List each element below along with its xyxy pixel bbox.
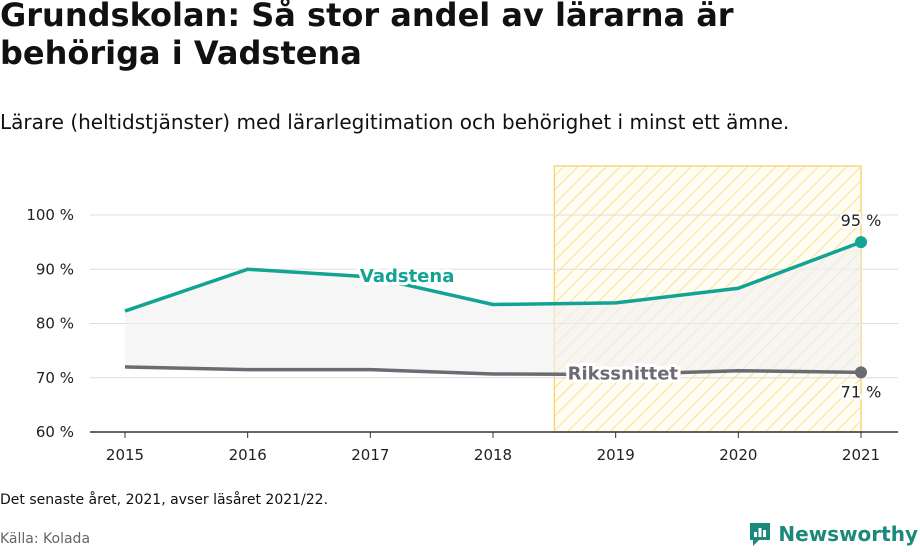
brand-logo[interactable]: Newsworthy — [747, 520, 918, 548]
y-tick-label: 80 % — [36, 315, 74, 333]
gap-band — [125, 242, 861, 375]
series-label-rikssnittet: Rikssnittet — [568, 363, 679, 384]
source-text: Källa: Kolada — [0, 531, 91, 547]
brand-name: Newsworthy — [778, 522, 918, 546]
data-point — [855, 236, 867, 249]
x-tick-label: 2017 — [351, 446, 389, 464]
x-tick-label: 2019 — [597, 446, 635, 464]
y-tick-label: 90 % — [36, 260, 74, 278]
chart-title: Grundskolan: Så stor andel av lärarna är… — [0, 0, 734, 72]
y-tick-label: 60 % — [36, 423, 74, 441]
x-tick-label: 2021 — [842, 446, 880, 464]
line-chart: 60 % 70 % 80 % 90 % 100 % 2015 2016 2017 2018 201… — [26, 165, 898, 464]
chart-subtitle: Lärare (heltidstjänster) med lärarlegiti… — [0, 110, 790, 134]
series-label-vadstena: Vadstena — [360, 266, 454, 287]
end-value-label-vadstena: 95 % — [841, 211, 882, 230]
x-tick-label: 2016 — [229, 446, 267, 464]
x-tick-label: 2020 — [719, 446, 757, 464]
data-point — [855, 366, 867, 379]
newsworthy-logo-icon — [750, 523, 771, 546]
footnote: Det senaste året, 2021, avser läsåret 20… — [0, 492, 329, 508]
y-tick-label: 70 % — [36, 369, 74, 387]
x-tick-label: 2015 — [106, 446, 144, 464]
y-tick-label: 100 % — [26, 206, 74, 224]
end-value-label-rikssnittet: 71 % — [841, 382, 882, 401]
x-tick-label: 2018 — [474, 446, 512, 464]
